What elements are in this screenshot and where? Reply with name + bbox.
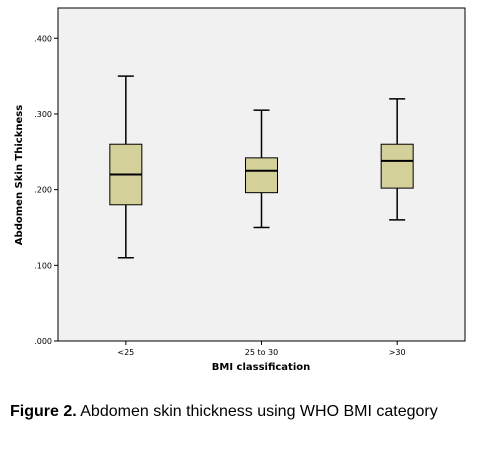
- y-axis: .000 .100 .200 .300 .400: [34, 34, 58, 346]
- x-axis: <25 25 to 30 >30: [117, 341, 406, 357]
- x-tick-label: >30: [389, 348, 406, 357]
- box-series: [109, 75, 414, 259]
- y-tick-label: .200: [34, 186, 52, 195]
- x-tick-label: 25 to 30: [245, 348, 278, 357]
- boxplot-chart: .000 .100 .200 .300 .400 <25 25 to 30 >30 Abdo…: [14, 7, 466, 373]
- x-axis-title: BMI classification: [212, 362, 311, 373]
- caption-label: Figure 2.: [10, 403, 77, 420]
- caption-text: Abdomen skin thickness using WHO BMI cat…: [80, 403, 438, 420]
- x-tick-label: <25: [117, 348, 134, 357]
- y-tick-label: .400: [34, 34, 52, 43]
- iqr-box: [380, 143, 414, 189]
- iqr-box: [245, 157, 278, 194]
- figure-caption: Figure 2. Abdomen skin thickness using W…: [10, 402, 470, 422]
- y-tick-label: .300: [34, 110, 52, 119]
- y-axis-title: Abdomen Skin Thickness: [14, 105, 25, 245]
- y-tick-label: .000: [34, 337, 52, 346]
- y-tick-label: .100: [34, 261, 52, 270]
